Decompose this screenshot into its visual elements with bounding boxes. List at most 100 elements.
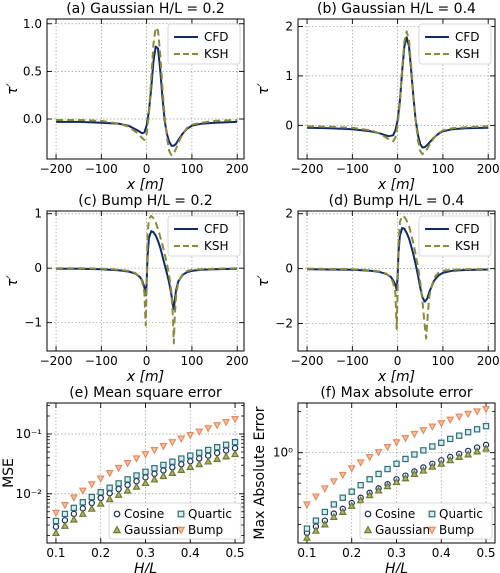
axes-frame <box>297 402 496 544</box>
marker-bump <box>96 475 105 483</box>
marker-gaussian <box>392 477 401 486</box>
x-tick-label: −100 <box>336 162 369 176</box>
series-line-ksh <box>56 214 238 345</box>
marker-quartic <box>88 493 95 501</box>
plot-area <box>302 405 491 541</box>
marker-bump <box>347 465 356 473</box>
marker-quartic <box>204 446 212 454</box>
y-axis-label: MSE <box>1 458 17 488</box>
marker-quartic <box>187 452 194 459</box>
legend-label: KSH <box>455 239 480 253</box>
marker-bump <box>428 423 437 432</box>
y-tick-label: 0.5 <box>23 64 42 78</box>
marker-bump <box>213 422 222 430</box>
marker-gaussian <box>87 504 96 512</box>
marker-gaussian <box>383 481 392 490</box>
x-tick-label: 0.1 <box>297 546 316 560</box>
series-line-ksh <box>307 214 489 340</box>
marker-quartic <box>160 461 167 469</box>
y-axis-label: Max Absolute Error <box>252 406 268 539</box>
marker-gaussian <box>374 486 383 494</box>
marker-bump <box>374 449 383 457</box>
marker-gaussian <box>78 509 87 517</box>
marker-gaussian <box>410 469 419 477</box>
marker-bump <box>150 446 159 455</box>
x-axis-label: x [m] <box>126 177 164 193</box>
x-tick-label: 0.5 <box>225 546 244 560</box>
marker-gaussian <box>96 499 105 507</box>
y-tick-label: −1 <box>24 316 42 330</box>
marker-gaussian <box>123 486 132 494</box>
marker-gaussian <box>177 465 186 473</box>
marker-quartic <box>339 494 346 501</box>
marker-bump <box>383 443 392 452</box>
legend-label: Quartic <box>439 507 483 521</box>
x-tick-label: 0.3 <box>136 546 155 560</box>
x-tick-label: 200 <box>226 162 249 176</box>
x-tick-label: 0 <box>394 162 402 176</box>
x-tick-label: 0.2 <box>342 546 361 560</box>
marker-quartic <box>231 438 239 446</box>
marker-bump <box>60 501 69 510</box>
plot-area <box>56 214 238 345</box>
y-axis-label: τ′ <box>5 274 21 286</box>
x-tick-label: 0 <box>394 354 402 368</box>
y-axis-label: τ′ <box>256 274 272 286</box>
legend-label: Gaussian <box>124 523 179 537</box>
legend-label: Bump <box>439 523 474 537</box>
marker-quartic <box>52 517 60 525</box>
plot-area <box>56 26 238 157</box>
marker-quartic <box>97 489 104 496</box>
series-line-ksh <box>56 26 238 157</box>
marker-gaussian <box>150 475 159 483</box>
y-tick-label: 0 <box>285 118 293 132</box>
marker-bump <box>455 413 464 422</box>
marker-bump <box>105 470 114 478</box>
x-tick-label: 0.1 <box>46 546 65 560</box>
x-tick-label: 100 <box>180 354 203 368</box>
marker-gaussian <box>473 447 482 455</box>
marker-bump <box>159 442 168 451</box>
x-tick-label: −200 <box>40 354 73 368</box>
marker-bump <box>365 454 374 462</box>
marker-gaussian <box>159 471 168 480</box>
x-axis-label: x [m] <box>377 177 415 193</box>
marker-bump <box>482 405 491 414</box>
marker-gaussian <box>356 495 365 504</box>
marker-quartic <box>124 476 131 483</box>
x-tick-label: 200 <box>477 162 500 176</box>
marker-gaussian <box>141 478 150 487</box>
marker-quartic <box>196 449 203 456</box>
legend-label: Cosine <box>375 507 415 521</box>
x-tick-label: 0 <box>143 354 151 368</box>
legend-label: KSH <box>455 47 480 61</box>
plot-area <box>51 416 240 537</box>
marker-quartic <box>106 484 113 491</box>
marker-quartic <box>79 499 87 506</box>
marker-gaussian <box>186 462 195 471</box>
x-tick-label: −200 <box>291 354 324 368</box>
marker-quartic <box>482 422 490 430</box>
legend-label: Bump <box>188 523 223 537</box>
plot-area <box>307 30 489 156</box>
chart-title: (f) Max absolute error <box>320 385 472 401</box>
marker-bump <box>473 408 482 416</box>
legend-label: CFD <box>204 30 229 44</box>
legend-label: Cosine <box>124 507 164 521</box>
marker-bump <box>186 432 195 440</box>
marker-gaussian <box>168 468 177 476</box>
panel-f: 0.1 0.2 0.3 0.4 0.5 10⁰ (f) Max absolute error… <box>252 385 496 573</box>
legend-marker-bump <box>427 526 437 535</box>
y-tick-label: 10⁻² <box>16 487 43 501</box>
marker-bump <box>401 434 410 443</box>
axes-frame <box>46 18 245 160</box>
marker-gaussian <box>320 520 329 528</box>
x-axis-label: x [m] <box>377 369 415 385</box>
marker-bump <box>356 459 365 467</box>
x-tick-label: 200 <box>477 354 500 368</box>
legend-marker-cosine <box>113 510 121 518</box>
marker-bump <box>132 455 141 463</box>
marker-bump <box>320 485 329 493</box>
axes-frame <box>297 210 496 352</box>
y-tick-label: −2 <box>275 317 293 331</box>
